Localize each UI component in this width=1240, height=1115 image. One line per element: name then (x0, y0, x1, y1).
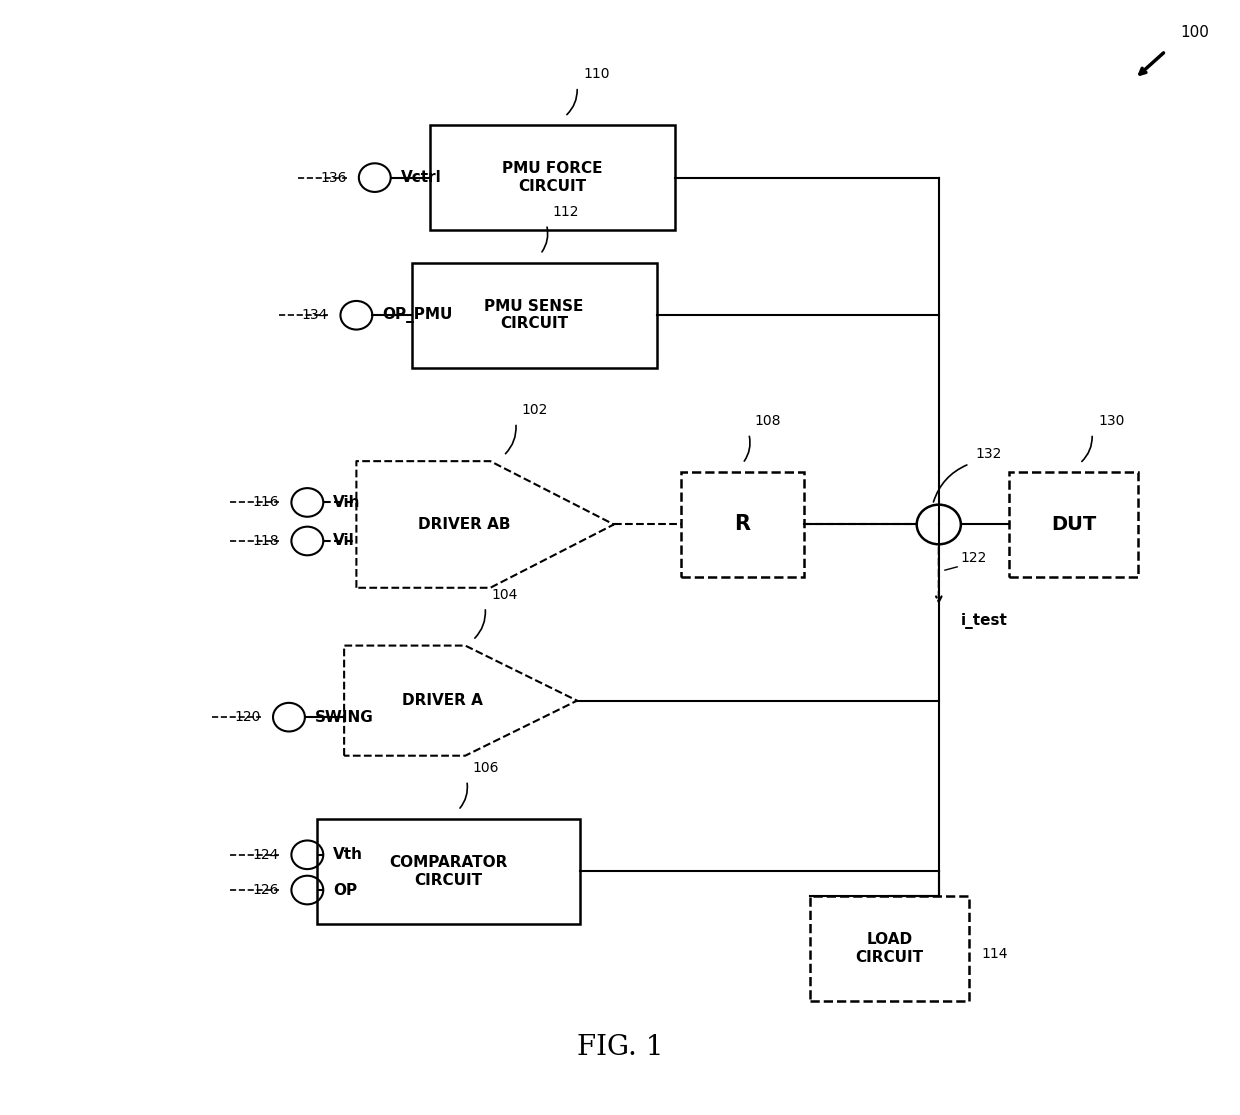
Text: LOAD
CIRCUIT: LOAD CIRCUIT (856, 932, 924, 964)
Text: 106: 106 (472, 760, 500, 775)
Text: 114: 114 (982, 947, 1008, 961)
Text: 130: 130 (1099, 414, 1125, 428)
Text: 122: 122 (961, 551, 987, 564)
Text: PMU SENSE
CIRCUIT: PMU SENSE CIRCUIT (485, 299, 584, 331)
Bar (810, 896, 970, 1000)
Bar (681, 472, 804, 576)
Text: 134: 134 (301, 308, 329, 322)
Text: 132: 132 (976, 447, 1002, 460)
Text: 108: 108 (755, 414, 781, 428)
Text: 104: 104 (491, 588, 517, 602)
Text: 120: 120 (234, 710, 260, 724)
Text: R: R (734, 514, 750, 534)
Text: 124: 124 (253, 847, 279, 862)
Text: DRIVER A: DRIVER A (402, 694, 482, 708)
Text: 126: 126 (253, 883, 279, 898)
Text: Vth: Vth (334, 847, 363, 862)
Text: 110: 110 (583, 67, 610, 81)
Bar (1009, 472, 1138, 576)
Text: DRIVER AB: DRIVER AB (418, 517, 511, 532)
Text: COMPARATOR
CIRCUIT: COMPARATOR CIRCUIT (389, 855, 507, 888)
Text: Vih: Vih (334, 495, 361, 510)
Text: 118: 118 (253, 534, 279, 547)
Text: FIG. 1: FIG. 1 (577, 1034, 663, 1061)
Text: Vil: Vil (334, 533, 355, 549)
Text: 116: 116 (253, 495, 279, 510)
Text: OP: OP (334, 883, 357, 898)
Bar (316, 820, 580, 923)
Text: Vctrl: Vctrl (401, 171, 441, 185)
Bar (412, 263, 657, 368)
Text: SWING: SWING (315, 709, 373, 725)
Text: 112: 112 (553, 205, 579, 219)
Bar (430, 125, 675, 230)
Text: 102: 102 (522, 404, 548, 417)
Text: 136: 136 (320, 171, 346, 185)
Text: OP_PMU: OP_PMU (382, 308, 453, 323)
Text: 100: 100 (1180, 25, 1209, 40)
Text: DUT: DUT (1052, 515, 1096, 534)
Text: PMU FORCE
CIRCUIT: PMU FORCE CIRCUIT (502, 162, 603, 194)
Text: i_test: i_test (961, 612, 1008, 629)
